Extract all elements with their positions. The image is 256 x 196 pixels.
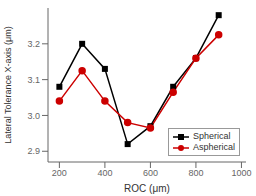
svg-text:3.2: 3.2 [27,39,40,49]
svg-text:3.1: 3.1 [27,75,40,85]
svg-text:200: 200 [52,168,67,178]
svg-text:600: 600 [143,168,158,178]
svg-text:ROC (μm): ROC (μm) [124,183,170,194]
svg-text:Lateral Tolerance X-axis (μm): Lateral Tolerance X-axis (μm) [3,26,13,144]
svg-text:800: 800 [188,168,203,178]
html-text:Aspherical: Aspherical [193,142,235,152]
svg-text:3.0: 3.0 [27,111,40,121]
html-text:Spherical: Spherical [193,131,231,141]
svg-text:1000: 1000 [231,168,251,178]
svg-text:400: 400 [97,168,112,178]
svg-text:2.9: 2.9 [27,146,40,156]
